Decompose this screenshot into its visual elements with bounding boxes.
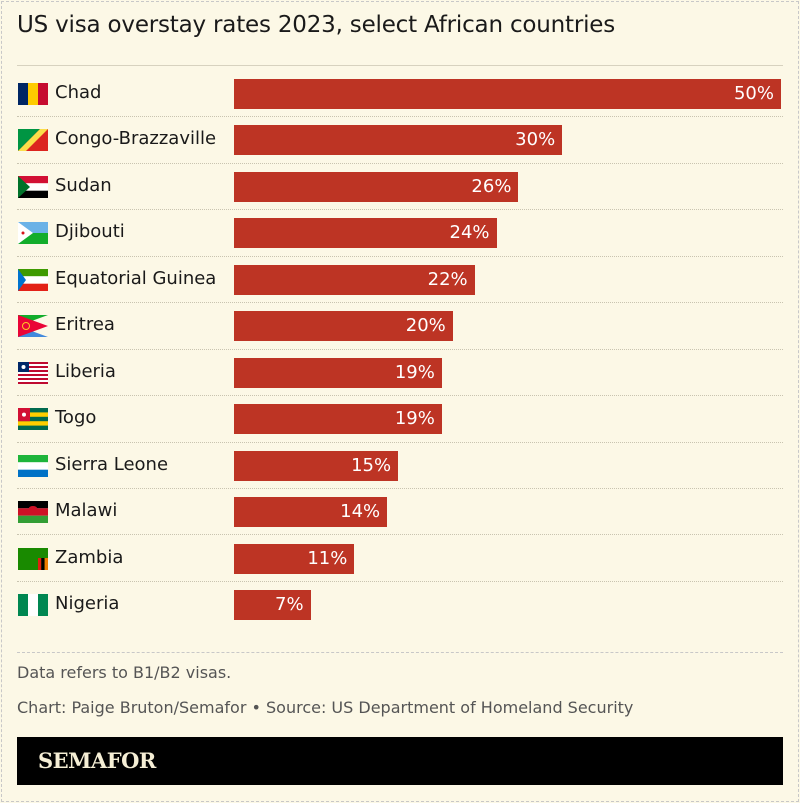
row-divider (17, 488, 783, 490)
data-label: 7% (275, 593, 304, 615)
data-label: 24% (449, 222, 490, 244)
row-divider (17, 162, 783, 164)
row-divider (17, 395, 783, 397)
divider (17, 65, 783, 66)
bar: 15% (234, 450, 399, 481)
togo-flag-icon (18, 408, 48, 431)
row-divider (17, 302, 783, 304)
bar: 19% (234, 404, 442, 435)
data-label: 19% (394, 361, 435, 383)
data-label: 14% (340, 501, 381, 523)
zambia-flag-icon (18, 547, 48, 570)
chart-credit: Chart: Paige Bruton/Semafor • Source: US… (17, 698, 634, 717)
bar: 11% (234, 543, 355, 574)
data-label: 50% (733, 83, 774, 104)
data-label: 30% (515, 129, 556, 151)
row-divider (17, 348, 783, 350)
row-divider (17, 534, 783, 536)
category-label: Eritrea (55, 314, 115, 336)
equatorial-guinea-flag-icon (18, 268, 48, 291)
bar-row: Equatorial Guinea 22% (17, 257, 783, 304)
category-label: Congo-Brazzaville (55, 128, 217, 150)
chad-flag-icon (18, 83, 48, 105)
category-label: Sierra Leone (55, 453, 169, 475)
row-divider (17, 441, 783, 443)
chart-title: US visa overstay rates 2023, select Afri… (17, 12, 616, 38)
category-label: Djibouti (55, 221, 125, 243)
liberia-flag-icon (18, 361, 48, 384)
bar-row: Congo-Brazzaville 30% (17, 117, 783, 164)
bar: 22% (234, 264, 475, 295)
divider (17, 652, 783, 653)
congo-flag-icon (18, 129, 48, 152)
sierra-leone-flag-icon (18, 454, 48, 477)
category-label: Togo (55, 407, 97, 429)
data-label: 11% (307, 547, 348, 569)
bar: 26% (234, 171, 519, 202)
data-label: 26% (471, 175, 512, 197)
sudan-flag-icon (18, 175, 48, 198)
bar-row: Chad 50% (17, 71, 783, 118)
category-label: Sudan (55, 174, 112, 196)
row-divider (17, 116, 783, 118)
category-label: Chad (55, 82, 102, 103)
category-label: Liberia (55, 360, 116, 382)
bar-row: Nigeria 7% (17, 582, 783, 628)
data-label: 22% (427, 268, 468, 290)
bar: 24% (234, 218, 497, 249)
bar: 14% (234, 497, 388, 528)
bar: 50% (234, 79, 781, 109)
data-label: 20% (405, 315, 446, 337)
bar-row: Sudan 26% (17, 164, 783, 211)
bar-row: Togo 19% (17, 396, 783, 443)
data-label: 19% (394, 408, 435, 430)
bar-row: Djibouti 24% (17, 210, 783, 257)
bar: 7% (234, 589, 311, 620)
bar-row: Malawi 14% (17, 489, 783, 536)
bar-row: Eritrea 20% (17, 303, 783, 350)
bar-row: Liberia 19% (17, 350, 783, 397)
bar-row: Zambia 11% (17, 536, 783, 582)
malawi-flag-icon (18, 501, 48, 524)
bar: 19% (234, 357, 442, 388)
row-divider (17, 255, 783, 257)
nigeria-flag-icon (18, 593, 48, 616)
bar: 20% (234, 311, 453, 342)
category-label: Nigeria (55, 592, 120, 614)
semafor-logo: SEMAFOR (38, 748, 156, 773)
djibouti-flag-icon (18, 222, 48, 245)
brand-bar: SEMAFOR (17, 737, 783, 785)
category-label: Zambia (55, 546, 124, 568)
chart-note: Data refers to B1/B2 visas. (17, 663, 232, 682)
row-divider (17, 209, 783, 211)
bar-row: Sierra Leone 15% (17, 443, 783, 490)
data-label: 15% (351, 454, 392, 476)
eritrea-flag-icon (18, 315, 48, 338)
category-label: Malawi (55, 500, 118, 522)
row-divider (17, 580, 783, 582)
category-label: Equatorial Guinea (55, 267, 217, 289)
bar: 30% (234, 125, 563, 156)
